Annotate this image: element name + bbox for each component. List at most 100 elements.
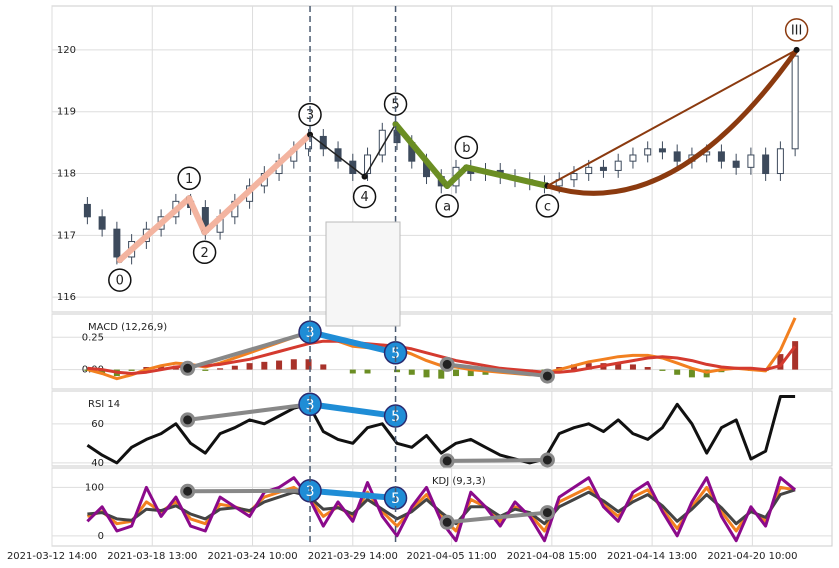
macd-bar (659, 369, 666, 371)
trendline (187, 330, 311, 371)
macd-bar (128, 369, 135, 371)
wave-label: 3 (306, 108, 314, 123)
y-tick-label: 116 (57, 292, 76, 303)
y-tick-label: 117 (57, 230, 76, 241)
trendline-point (180, 483, 196, 499)
x-tick-label: 2021-04-08 15:00 (507, 551, 597, 562)
wave-line (186, 195, 208, 236)
trendline-point (180, 412, 196, 428)
candle-body (747, 154, 755, 168)
y-tick-label: 100 (85, 482, 104, 493)
macd-bar (231, 365, 238, 370)
candle-body (334, 148, 342, 162)
wave-point (793, 46, 800, 53)
macd-bar (202, 369, 209, 371)
macd-bar (305, 359, 312, 370)
wave-label: 4 (360, 190, 368, 205)
candle-body (717, 151, 725, 162)
candle-body (585, 166, 593, 175)
candle-body (658, 148, 666, 153)
candle-body (364, 154, 372, 175)
wave-label-circle (454, 135, 479, 160)
wave-label-circle (298, 102, 322, 127)
wave-line (309, 133, 366, 178)
wave-label-circle (535, 194, 560, 218)
x-tick-label: 2021-04-05 11:00 (407, 551, 497, 562)
candle-body (113, 228, 121, 258)
divergence-line (309, 487, 396, 502)
macd-bar (290, 359, 297, 370)
macd-bar (423, 369, 430, 378)
trendline-point (439, 514, 455, 530)
macd-bar (364, 369, 371, 374)
y-tick-label: 40 (91, 458, 104, 469)
trendline-point (439, 453, 455, 469)
wave-label: a (443, 199, 451, 214)
macd-bar (217, 368, 224, 370)
divergence-label: 3 (306, 325, 315, 341)
macd-bar (674, 369, 681, 375)
x-tick-label: 2021-04-14 13:00 (607, 551, 697, 562)
candle-body (570, 173, 578, 181)
y-tick-label: 60 (91, 419, 104, 430)
candle-body (599, 166, 607, 171)
candle-body (614, 160, 622, 171)
macd-bar (349, 369, 356, 374)
wave-label-circle (177, 166, 201, 191)
trendline (446, 362, 548, 379)
trendline (447, 457, 548, 463)
macd-bar (438, 369, 445, 379)
divergence-label: 3 (306, 397, 315, 413)
macd-bar (629, 364, 636, 370)
macd-bar (261, 361, 268, 370)
macd-bar (320, 364, 327, 370)
macd-bar (158, 365, 165, 370)
trendline-point (180, 360, 196, 376)
divergence-point (298, 392, 322, 417)
wave-line (116, 195, 193, 264)
macd-bar (408, 369, 415, 375)
wave-label-circle (784, 18, 809, 42)
candle-body (673, 151, 681, 162)
macd-bar (276, 360, 283, 370)
wave-line (463, 164, 551, 189)
indicator-line (86, 395, 796, 465)
indicator-line (87, 339, 797, 375)
wave-label-circle (435, 194, 459, 218)
macd-bar (99, 369, 106, 374)
macd-bar (394, 369, 401, 373)
inset-image (325, 221, 401, 327)
x-tick-label: 2021-03-29 14:00 (308, 551, 398, 562)
wave-label-circle (108, 268, 132, 292)
divergence-line (309, 329, 397, 356)
divergence-line (309, 401, 396, 419)
wave-label-circle (352, 184, 377, 209)
wave-line (392, 121, 451, 189)
wave-label: 5 (391, 98, 399, 113)
wave-label: III (791, 23, 803, 38)
wave-label-circle (383, 92, 408, 116)
macd-bar (615, 363, 622, 370)
wave-label: c (544, 199, 551, 214)
trendline (446, 510, 548, 525)
indicator-line (87, 488, 796, 526)
macd-bar (467, 369, 474, 377)
trendline-point (439, 356, 455, 372)
macd-bar (246, 363, 253, 370)
y-tick-label: 120 (57, 45, 76, 56)
wave-label: b (462, 141, 470, 156)
x-tick-label: 2021-03-18 13:00 (107, 551, 197, 562)
macd-bar (644, 367, 651, 370)
wave-line (201, 131, 314, 236)
candle-body (762, 154, 770, 175)
y-tick-label: 118 (57, 169, 76, 180)
candle-body (644, 148, 652, 156)
candle-body (732, 160, 740, 168)
candle-body (791, 55, 799, 150)
trendline-point (539, 452, 555, 468)
candle-body (776, 148, 784, 175)
trendline-point (539, 368, 555, 384)
y-tick-label: 119 (57, 107, 76, 118)
